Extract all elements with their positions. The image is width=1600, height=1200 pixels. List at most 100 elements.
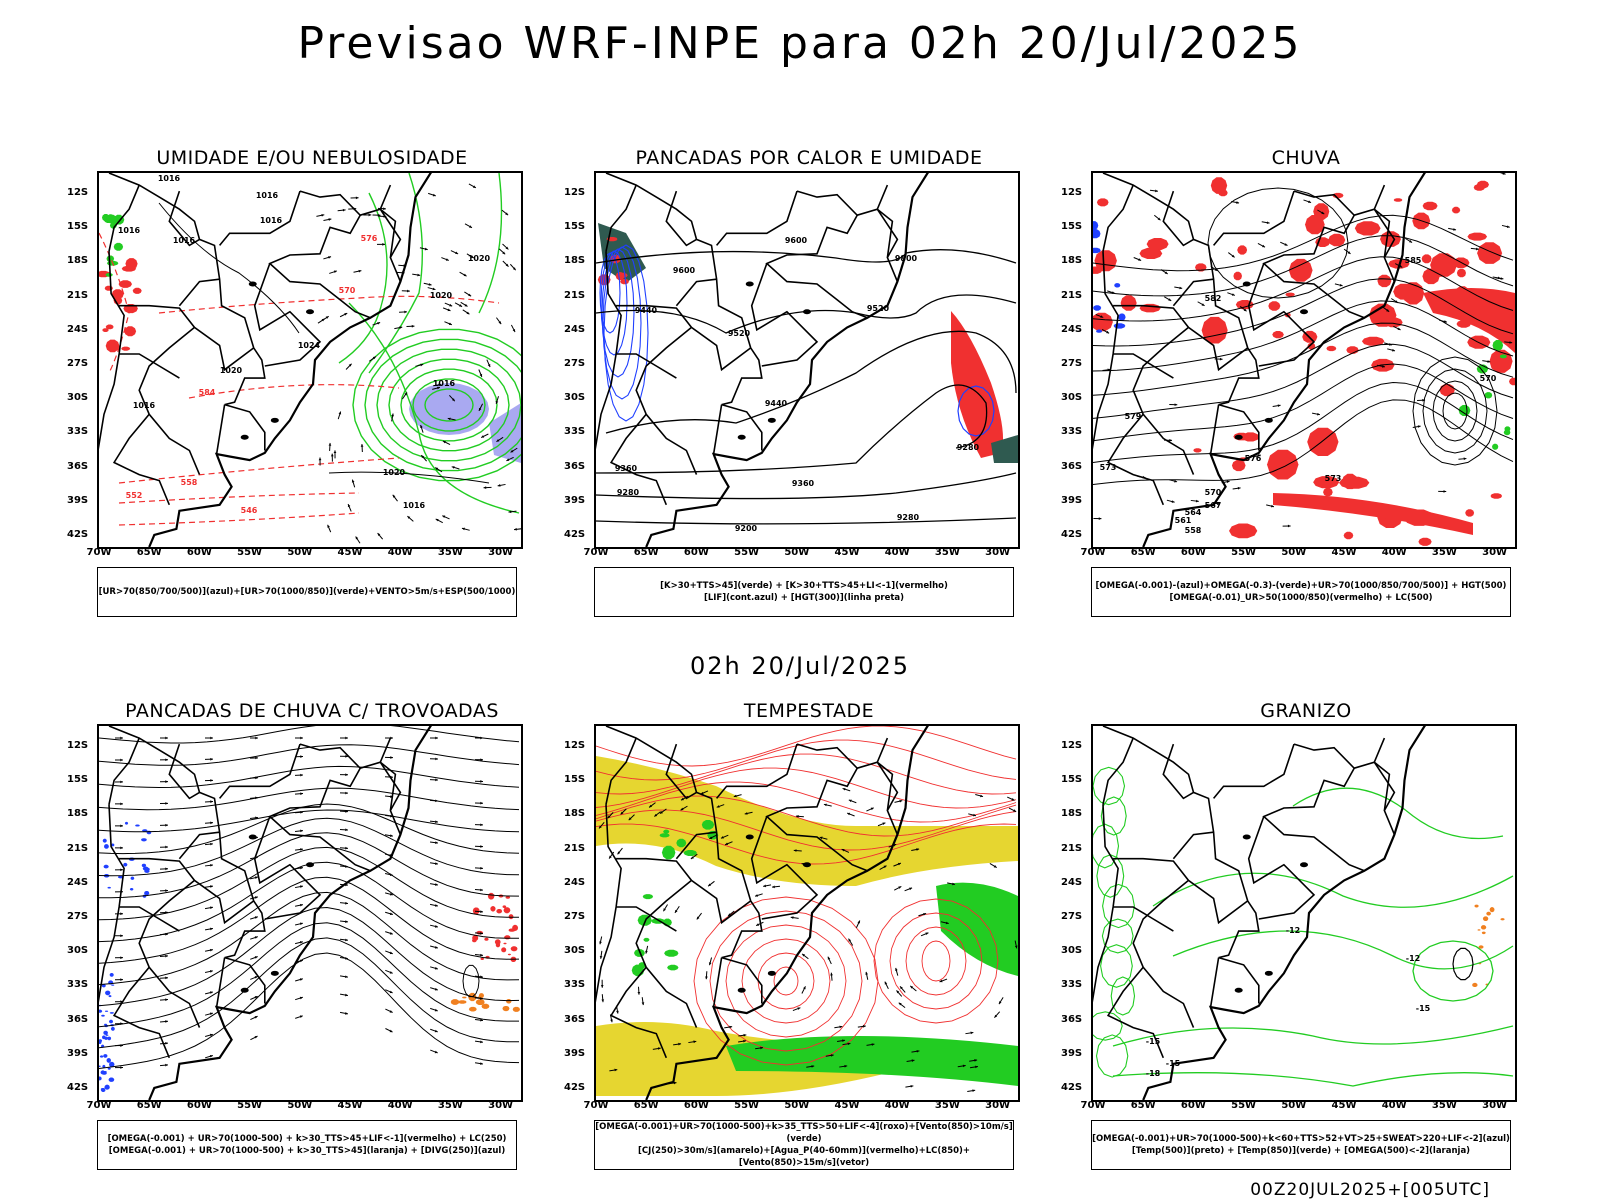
border-line xyxy=(1102,173,1260,406)
omega-area xyxy=(1474,904,1479,908)
border-line xyxy=(1113,304,1249,372)
vector-head xyxy=(209,1033,213,1037)
lat-tick-label: 15S xyxy=(67,774,89,786)
border-line xyxy=(1106,966,1165,1059)
lon-tick-label: 50W xyxy=(287,547,313,558)
divergence-dot xyxy=(109,1012,114,1014)
vector-head xyxy=(472,185,476,188)
omega-area xyxy=(1478,945,1484,949)
height-contour xyxy=(1093,381,1514,463)
vector-head xyxy=(360,444,364,447)
height-contour xyxy=(1093,214,1514,272)
vector-head xyxy=(210,821,213,825)
contour-label: 573 xyxy=(1100,463,1117,472)
precip-dot xyxy=(124,326,137,337)
thickness-contour xyxy=(118,492,360,504)
vector-head xyxy=(345,938,348,942)
border-line xyxy=(609,413,668,506)
vector-head xyxy=(480,845,483,848)
vector-head xyxy=(848,799,852,803)
vector-head xyxy=(300,736,303,740)
border-line xyxy=(712,404,723,455)
vector-head xyxy=(972,1089,976,1093)
vector-head xyxy=(120,912,123,916)
vector-head xyxy=(1195,499,1199,503)
temp850-contour xyxy=(1102,883,1135,929)
divergence-dot xyxy=(111,984,115,986)
contour-label: 584 xyxy=(199,388,216,397)
lat-tick-label: 30S xyxy=(564,392,586,404)
vector-head xyxy=(923,912,927,916)
vector-head xyxy=(1266,221,1270,225)
vector-head xyxy=(435,518,439,522)
precip-dot xyxy=(118,280,132,288)
wind-area xyxy=(690,851,697,855)
vector-head xyxy=(1417,425,1421,428)
vector-head xyxy=(447,308,451,312)
lat-tick-label: 42S xyxy=(1061,529,1083,540)
humidity-contour xyxy=(400,368,498,442)
vector-head xyxy=(654,813,658,817)
vector-head xyxy=(498,321,502,325)
lon-tick-label: 70W xyxy=(583,1100,609,1111)
lat-tick-label: 30S xyxy=(67,392,89,404)
instability-area xyxy=(620,278,629,285)
border-line xyxy=(856,761,899,835)
divergence-dot xyxy=(129,888,134,891)
vector-head xyxy=(857,920,860,924)
lat-tick-label: 12S xyxy=(564,187,586,198)
lon-tick-label: 50W xyxy=(287,1100,313,1111)
border-line xyxy=(119,906,180,932)
lat-tick-label: 15S xyxy=(67,221,89,233)
vector-head xyxy=(1219,357,1223,361)
vector-head xyxy=(120,824,123,828)
lon-tick-label: 30W xyxy=(1482,1100,1508,1111)
vector-head xyxy=(434,966,438,970)
vector-head xyxy=(210,927,213,931)
vector-head xyxy=(165,976,168,980)
vector-head xyxy=(795,814,799,818)
height-contour xyxy=(1412,356,1498,466)
vector-head xyxy=(497,484,501,487)
contour-label: 570 xyxy=(339,286,356,295)
vector-head xyxy=(389,873,393,877)
humidity-dot xyxy=(105,273,113,277)
vector-head xyxy=(407,516,411,519)
vector-head xyxy=(883,865,887,869)
contour-label: 1016 xyxy=(158,174,181,183)
vector-head xyxy=(345,846,348,850)
divergence-dot xyxy=(105,990,111,996)
rain-area xyxy=(1451,206,1461,214)
vector-head xyxy=(120,736,123,740)
rain-area xyxy=(1305,215,1325,235)
divergence-dot xyxy=(141,838,147,842)
contour-label: 576 xyxy=(361,234,378,243)
vector-head xyxy=(254,896,258,899)
rain-area xyxy=(1323,487,1333,497)
rain-area xyxy=(1210,177,1228,194)
divergence-dot xyxy=(130,876,135,880)
streamline xyxy=(596,795,1017,837)
lon-tick-label: 40W xyxy=(387,547,413,558)
lon-tick-label: 55W xyxy=(237,547,263,558)
lake xyxy=(745,834,754,840)
vector-head xyxy=(512,267,516,271)
border-line xyxy=(605,184,637,252)
vector-head xyxy=(514,527,517,531)
lat-tick-label: 18S xyxy=(1061,808,1083,820)
border-line xyxy=(138,326,201,475)
wind-area xyxy=(936,882,1018,976)
lat-tick-label: 33S xyxy=(67,426,89,438)
vector-head xyxy=(1409,239,1413,243)
temp850-contour xyxy=(1292,787,1504,840)
border-line xyxy=(1247,263,1316,367)
lat-tick-label: 27S xyxy=(67,358,89,369)
vector-head xyxy=(165,1020,168,1023)
border-line xyxy=(268,190,371,319)
vector-head xyxy=(620,811,624,815)
vector-head xyxy=(424,247,428,251)
divergence-dot xyxy=(99,1055,104,1058)
lat-tick-label: 24S xyxy=(67,876,89,888)
legend-line: [K>30+TTS>45](verde) + [K>30+TTS>45+LI<-… xyxy=(660,581,948,591)
vector-head xyxy=(345,920,348,923)
